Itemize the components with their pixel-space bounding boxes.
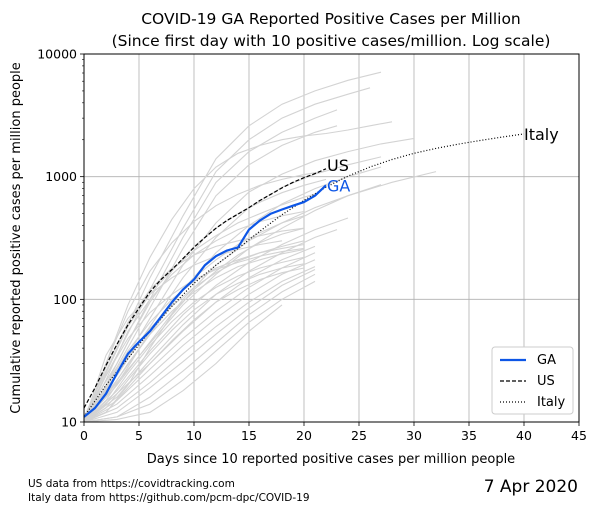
background-series-line [83,227,305,423]
legend-label-ga: GA [537,353,556,368]
ga-end-label: GA [327,176,350,195]
background-lines [83,71,437,423]
us-series-line [83,168,327,409]
italy-series-line [83,133,525,418]
x-axis-label: Days since 10 reported positive cases pe… [147,452,515,467]
chart-title: COVID-19 GA Reported Positive Cases per … [141,10,521,28]
x-tick-label: 30 [406,428,422,443]
background-series-line [83,170,327,423]
background-series-line [83,259,316,423]
x-tick-label: 0 [80,428,88,443]
chart-date: 7 Apr 2020 [483,477,578,497]
plot-frame [83,53,580,423]
y-axis-label: Cumulative reported positive cases per m… [9,62,24,414]
footer-sources: US data from https://covidtracking.com I… [28,477,310,505]
background-series-line [83,178,327,423]
chart-subtitle: (Since first day with 10 positive cases/… [112,32,551,50]
legend: GA US Italy [491,346,574,415]
background-series-line [83,267,305,423]
background-series-line [83,193,316,423]
y-tick-label: 1000 [45,169,77,184]
background-series-line [83,245,316,423]
ga-series-line [83,184,327,418]
background-series-line [83,273,316,423]
us-end-label: US [327,156,349,175]
x-tick-label: 20 [296,428,312,443]
footer-source-us: US data from https://covidtracking.com [28,478,235,490]
x-tick-label: 10 [186,428,202,443]
background-series-line [83,304,283,423]
legend-label-us: US [537,374,555,389]
background-series-line [83,243,305,423]
legend-box [491,346,574,415]
y-tick-label: 10 [61,415,77,430]
axis-ticks: 0 5 10 15 20 25 30 35 40 45 10 100 1000 10000 [37,47,587,444]
background-series-line [83,248,305,423]
background-series-line [83,263,305,423]
background-series-line [83,240,283,423]
x-tick-label: 45 [571,428,587,443]
y-tick-label: 10000 [37,47,77,62]
x-tick-label: 15 [241,428,257,443]
background-series-line [83,269,316,423]
italy-end-label: Italy [524,125,559,144]
footer-source-italy: Italy data from https://github.com/pcm-d… [28,492,310,504]
x-tick-label: 5 [135,428,143,443]
background-series-line [83,256,305,423]
legend-label-italy: Italy [537,395,566,410]
y-tick-label: 100 [53,292,77,307]
x-tick-label: 40 [516,428,532,443]
background-series-line [83,156,382,423]
background-series-line [83,125,338,423]
background-series-line [83,171,437,423]
background-series-line [83,109,338,418]
background-series-line [83,266,316,423]
background-series-line [83,252,316,423]
background-series-line [83,217,349,423]
background-series-line [83,280,316,423]
x-tick-label: 35 [461,428,477,443]
background-series-line [83,121,393,423]
main-series [83,133,525,418]
x-tick-label: 25 [351,428,367,443]
